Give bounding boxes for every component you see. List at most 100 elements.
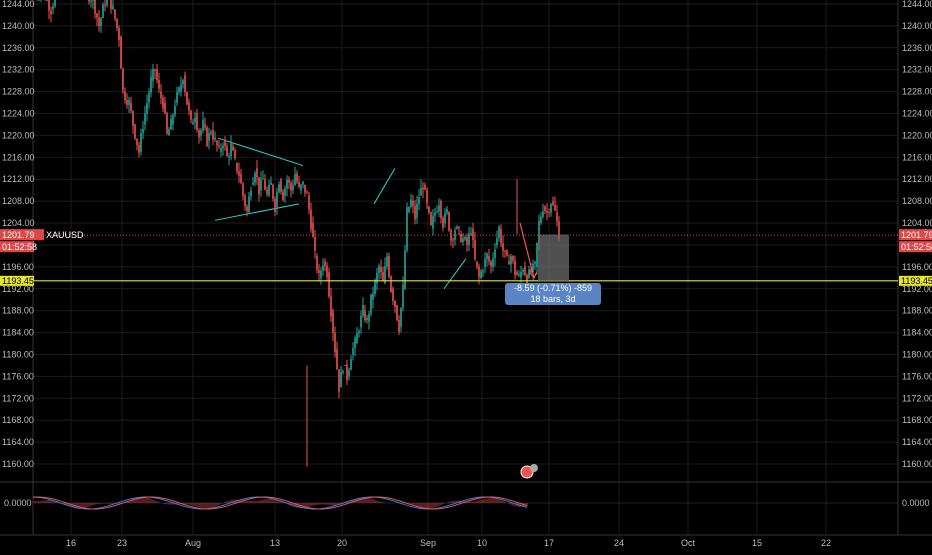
candle-body[interactable] bbox=[336, 349, 338, 370]
candle-body[interactable] bbox=[492, 258, 494, 267]
candle-body[interactable] bbox=[172, 114, 174, 125]
candle-body[interactable] bbox=[100, 18, 102, 26]
candle-body[interactable] bbox=[476, 261, 478, 267]
candle-body[interactable] bbox=[462, 238, 464, 242]
candle-body[interactable] bbox=[164, 102, 166, 114]
candle-body[interactable] bbox=[192, 122, 194, 125]
candle-body[interactable] bbox=[398, 320, 400, 332]
candle-body[interactable] bbox=[338, 369, 340, 392]
candle-body[interactable] bbox=[210, 132, 212, 134]
candles-layer[interactable] bbox=[34, 0, 560, 467]
candle-body[interactable] bbox=[434, 212, 436, 217]
candle-body[interactable] bbox=[470, 233, 472, 235]
candle-body[interactable] bbox=[254, 173, 256, 183]
candle-body[interactable] bbox=[198, 130, 200, 138]
candle-body[interactable] bbox=[328, 272, 330, 297]
candle-body[interactable] bbox=[138, 145, 140, 153]
candle-body[interactable] bbox=[168, 129, 170, 136]
candle-body[interactable] bbox=[118, 27, 120, 41]
oscillator-pane[interactable]: 0.0000 0.0000 bbox=[4, 496, 930, 510]
candle-body[interactable] bbox=[352, 348, 354, 355]
candle-body[interactable] bbox=[522, 270, 524, 272]
candle-body[interactable] bbox=[364, 310, 366, 321]
candle-body[interactable] bbox=[98, 17, 100, 27]
candle-body[interactable] bbox=[194, 118, 196, 123]
candle-body[interactable] bbox=[116, 18, 118, 28]
candle-body[interactable] bbox=[422, 187, 424, 190]
trendline[interactable] bbox=[443, 258, 467, 290]
candle-body[interactable] bbox=[228, 156, 230, 158]
candle-body[interactable] bbox=[356, 333, 358, 344]
candle-body[interactable] bbox=[282, 191, 284, 201]
candle-body[interactable] bbox=[382, 272, 384, 282]
candle-body[interactable] bbox=[162, 97, 164, 108]
candle-body[interactable] bbox=[362, 305, 364, 316]
candle-body[interactable] bbox=[94, 0, 96, 14]
candle-body[interactable] bbox=[294, 174, 296, 185]
candle-body[interactable] bbox=[556, 212, 558, 222]
candle-body[interactable] bbox=[350, 359, 352, 371]
candle-body[interactable] bbox=[400, 307, 402, 328]
candle-body[interactable] bbox=[218, 145, 220, 147]
trendline[interactable] bbox=[373, 168, 396, 205]
candle-body[interactable] bbox=[540, 216, 542, 224]
candle-body[interactable] bbox=[420, 187, 422, 196]
candle-body[interactable] bbox=[262, 178, 264, 180]
candle-body[interactable] bbox=[50, 10, 52, 15]
candle-body[interactable] bbox=[52, 6, 54, 10]
candle-body[interactable] bbox=[226, 146, 228, 157]
candle-body[interactable] bbox=[208, 132, 210, 141]
candle-body[interactable] bbox=[454, 230, 456, 240]
candle-body[interactable] bbox=[212, 129, 214, 140]
candle-body[interactable] bbox=[344, 364, 346, 366]
candle-body[interactable] bbox=[90, 0, 92, 2]
candle-body[interactable] bbox=[558, 221, 560, 240]
candle-body[interactable] bbox=[372, 293, 374, 300]
candle-body[interactable] bbox=[270, 182, 272, 185]
candle-body[interactable] bbox=[414, 205, 416, 220]
candle-body[interactable] bbox=[544, 206, 546, 212]
candle-body[interactable] bbox=[430, 212, 432, 225]
candle-body[interactable] bbox=[444, 212, 446, 224]
candle-body[interactable] bbox=[92, 0, 94, 1]
candle-body[interactable] bbox=[358, 331, 360, 334]
candle-body[interactable] bbox=[186, 91, 188, 105]
candle-body[interactable] bbox=[320, 270, 322, 278]
time-axis[interactable]: 16 23 Aug 13 20 Sep 10 17 24 Oct 15 22 bbox=[66, 538, 831, 548]
candle-body[interactable] bbox=[130, 102, 132, 111]
candle-body[interactable] bbox=[360, 315, 362, 328]
candle-body[interactable] bbox=[378, 266, 380, 273]
candle-body[interactable] bbox=[472, 228, 474, 240]
candle-body[interactable] bbox=[330, 296, 332, 317]
candle-body[interactable] bbox=[244, 195, 246, 207]
candle-body[interactable] bbox=[326, 265, 328, 278]
candle-body[interactable] bbox=[166, 113, 168, 134]
candle-body[interactable] bbox=[230, 143, 232, 157]
candle-body[interactable] bbox=[276, 192, 278, 207]
candle-body[interactable] bbox=[388, 255, 390, 277]
candle-body[interactable] bbox=[136, 138, 138, 146]
candle-body[interactable] bbox=[480, 271, 482, 278]
candle-body[interactable] bbox=[146, 103, 148, 114]
candle-body[interactable] bbox=[512, 255, 514, 262]
candle-body[interactable] bbox=[48, 0, 50, 11]
candle-body[interactable] bbox=[482, 271, 484, 273]
candle-body[interactable] bbox=[266, 189, 268, 195]
candle-body[interactable] bbox=[246, 206, 248, 212]
candle-body[interactable] bbox=[342, 371, 344, 373]
candle-body[interactable] bbox=[304, 184, 306, 193]
candle-body[interactable] bbox=[232, 146, 234, 151]
candle-body[interactable] bbox=[242, 183, 244, 197]
candle-body[interactable] bbox=[488, 255, 490, 262]
candle-body[interactable] bbox=[222, 145, 224, 149]
candle-body[interactable] bbox=[176, 92, 178, 103]
candle-body[interactable] bbox=[318, 270, 320, 273]
candle-body[interactable] bbox=[354, 338, 356, 349]
candle-body[interactable] bbox=[452, 239, 454, 241]
candle-body[interactable] bbox=[264, 179, 266, 190]
candle-body[interactable] bbox=[202, 119, 204, 131]
trendline[interactable] bbox=[214, 203, 300, 221]
candle-body[interactable] bbox=[310, 209, 312, 229]
candle-body[interactable] bbox=[182, 80, 184, 85]
